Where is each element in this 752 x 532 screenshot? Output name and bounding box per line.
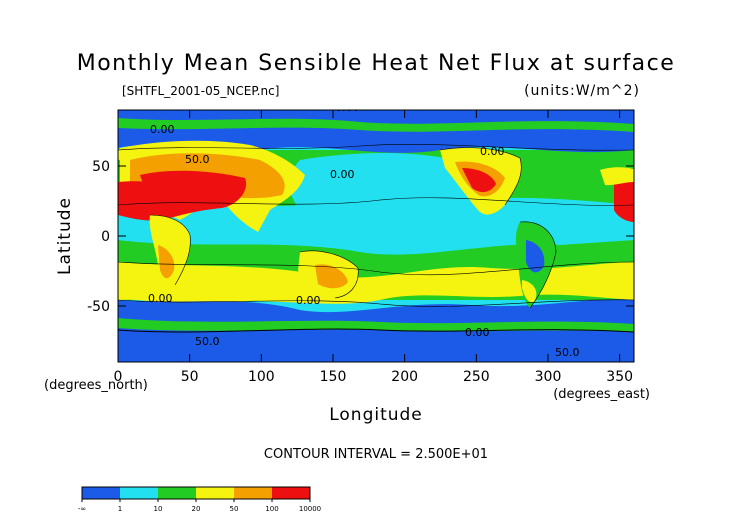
contour-label: 0.00	[480, 145, 505, 158]
region-cyan-pacific	[289, 153, 489, 239]
contour-label: 50.0	[195, 335, 220, 348]
contour-label: 50.0	[555, 346, 580, 359]
y-axis: 50 0 -50	[87, 159, 634, 315]
contour-interval-label: CONTOUR INTERVAL = 2.500E+01	[264, 447, 488, 462]
land-yellow-east-edge	[600, 167, 634, 186]
colorbar-label: 100	[265, 505, 278, 513]
region-green-north-band	[118, 118, 634, 132]
contour-label: 0.00	[148, 292, 173, 305]
y-axis-label: Latitude	[55, 197, 75, 275]
contour-label: 0.00	[150, 123, 175, 136]
colorbar-swatch	[82, 487, 120, 499]
x-tick-label: 250	[463, 369, 490, 385]
y-tick-label: -50	[87, 299, 110, 315]
colorbar-label: 1	[118, 505, 122, 513]
x-axis: 0 50 100 150 200 250 300 350	[114, 110, 633, 385]
region-yellow-south-band	[118, 262, 634, 305]
colorbar-swatch	[120, 487, 158, 499]
contour-label: 0.00	[335, 101, 360, 114]
colorbar-label: 10000	[299, 505, 321, 513]
y-tick-label: 0	[101, 229, 110, 245]
x-tick-label: 0	[114, 369, 123, 385]
colorbar-swatch	[272, 487, 310, 499]
x-tick-label: 300	[535, 369, 562, 385]
region-blue-southern-ocean	[118, 299, 634, 362]
y-tick-label: 50	[92, 159, 110, 175]
x-unit-label: (degrees_east)	[553, 387, 650, 402]
colorbar-label: 50	[230, 505, 239, 513]
land-sahara-red	[118, 181, 180, 221]
contour-label: 0.00	[296, 294, 321, 307]
land-north-america-red	[462, 168, 496, 193]
colorbar-swatch	[158, 487, 196, 499]
chart-title: Monthly Mean Sensible Heat Net Flux at s…	[77, 51, 676, 76]
colorbar-swatch	[234, 487, 272, 499]
land-africa-orange	[158, 245, 175, 279]
x-tick-label: 350	[606, 369, 633, 385]
colorbar-label: 10	[154, 505, 163, 513]
x-tick-label: 150	[320, 369, 347, 385]
source-file-label: [SHTFL_2001-05_NCEP.nc]	[122, 84, 279, 98]
colorbar-swatch	[196, 487, 234, 499]
units-label: (units:W/m^2)	[524, 83, 640, 99]
contour-lines	[118, 144, 634, 309]
land-south-america-yellow	[522, 280, 537, 303]
x-tick-label: 100	[248, 369, 275, 385]
map-plot-area: 0.00 0.00 0.00 0.00 50.0 0.00 0.00 50.0 …	[118, 101, 634, 362]
contour-label-group: 0.00 0.00 0.00 0.00 50.0 0.00 0.00 50.0 …	[148, 101, 580, 359]
region-green-antarctic	[118, 318, 634, 332]
region-cyan-atlantic	[470, 203, 600, 238]
x-tick-label: 50	[181, 369, 199, 385]
land-australia-orange	[315, 264, 348, 289]
land-africa	[149, 215, 191, 288]
contour-label: 0.00	[465, 326, 490, 339]
x-axis-label: Longitude	[329, 405, 423, 425]
x-tick-label: 200	[391, 369, 418, 385]
contour-label: 0.00	[330, 168, 355, 181]
y-unit-label: (degrees_north)	[44, 378, 148, 393]
antarctic-coast-line	[118, 328, 634, 333]
contour-label: 50.0	[185, 153, 210, 166]
colorbar: -∞ 1 10 20 50 100 10000	[78, 486, 321, 513]
colorbar-label: 20	[192, 505, 201, 513]
colorbar-label: -∞	[78, 505, 86, 513]
land-red-east-edge	[614, 181, 634, 222]
land-south-america-blue	[526, 240, 545, 273]
